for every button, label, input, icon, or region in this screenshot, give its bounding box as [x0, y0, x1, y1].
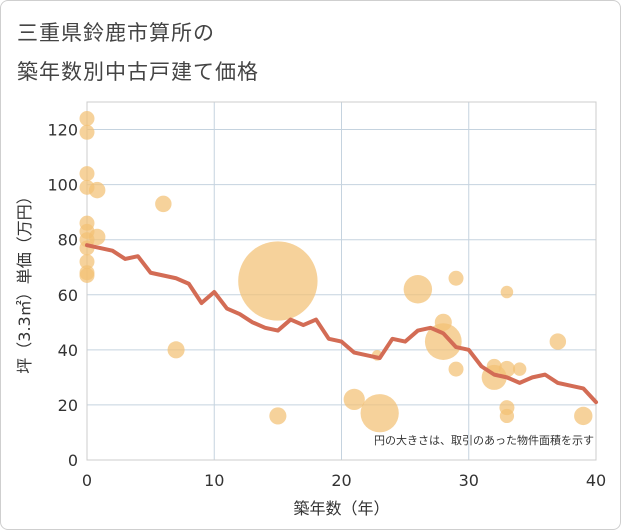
data-bubble — [360, 394, 399, 433]
x-tick-labels: 0 10 20 30 40 — [82, 471, 606, 490]
y-tick-label: 40 — [58, 341, 78, 360]
data-bubble — [574, 406, 593, 426]
data-bubble — [167, 341, 185, 359]
y-tick-labels: 0 20 40 60 80 100 120 — [47, 121, 78, 470]
data-bubble — [448, 270, 464, 286]
data-bubble — [512, 362, 527, 376]
data-bubble — [448, 361, 464, 377]
data-bubble — [424, 323, 462, 360]
data-bubble — [79, 267, 95, 283]
y-tick-label: 60 — [58, 286, 78, 305]
data-bubble — [79, 254, 95, 270]
x-tick-label: 20 — [331, 471, 351, 490]
data-bubble — [155, 195, 172, 213]
chart-title-line-2: 築年数別中古戸建て価格 — [17, 60, 259, 84]
y-tick-label: 20 — [58, 396, 78, 415]
data-bubble — [79, 179, 95, 195]
x-tick-label: 10 — [204, 471, 224, 490]
data-bubble — [79, 166, 95, 182]
trend-line — [85, 243, 598, 405]
data-bubble — [79, 124, 95, 140]
x-tick-label: 30 — [459, 471, 479, 490]
x-tick-label: 40 — [586, 471, 606, 490]
data-bubble — [434, 313, 452, 331]
data-bubble — [343, 388, 365, 411]
x-axis-label: 築年数（年） — [293, 499, 389, 518]
y-axis-label: 坪（3.3㎡）単価（万円） — [15, 188, 34, 373]
x-tick-label: 0 — [82, 471, 92, 490]
bubble-size-note: 円の大きさは、取引のあった物件面積を示す — [374, 433, 594, 447]
y-tick-label: 80 — [58, 231, 78, 250]
y-tick-label: 100 — [47, 176, 78, 195]
chart-title-line-1: 三重県鈴鹿市算所の — [17, 21, 215, 45]
data-bubble — [549, 333, 567, 350]
data-bubble — [269, 407, 287, 425]
data-bubble — [403, 275, 433, 304]
data-bubble — [238, 241, 318, 321]
data-bubble — [500, 285, 514, 299]
data-bubble — [499, 408, 515, 424]
y-tick-label: 120 — [47, 121, 78, 140]
y-tick-label: 0 — [68, 451, 78, 470]
data-bubble — [498, 360, 516, 378]
data-bubble — [79, 111, 95, 127]
